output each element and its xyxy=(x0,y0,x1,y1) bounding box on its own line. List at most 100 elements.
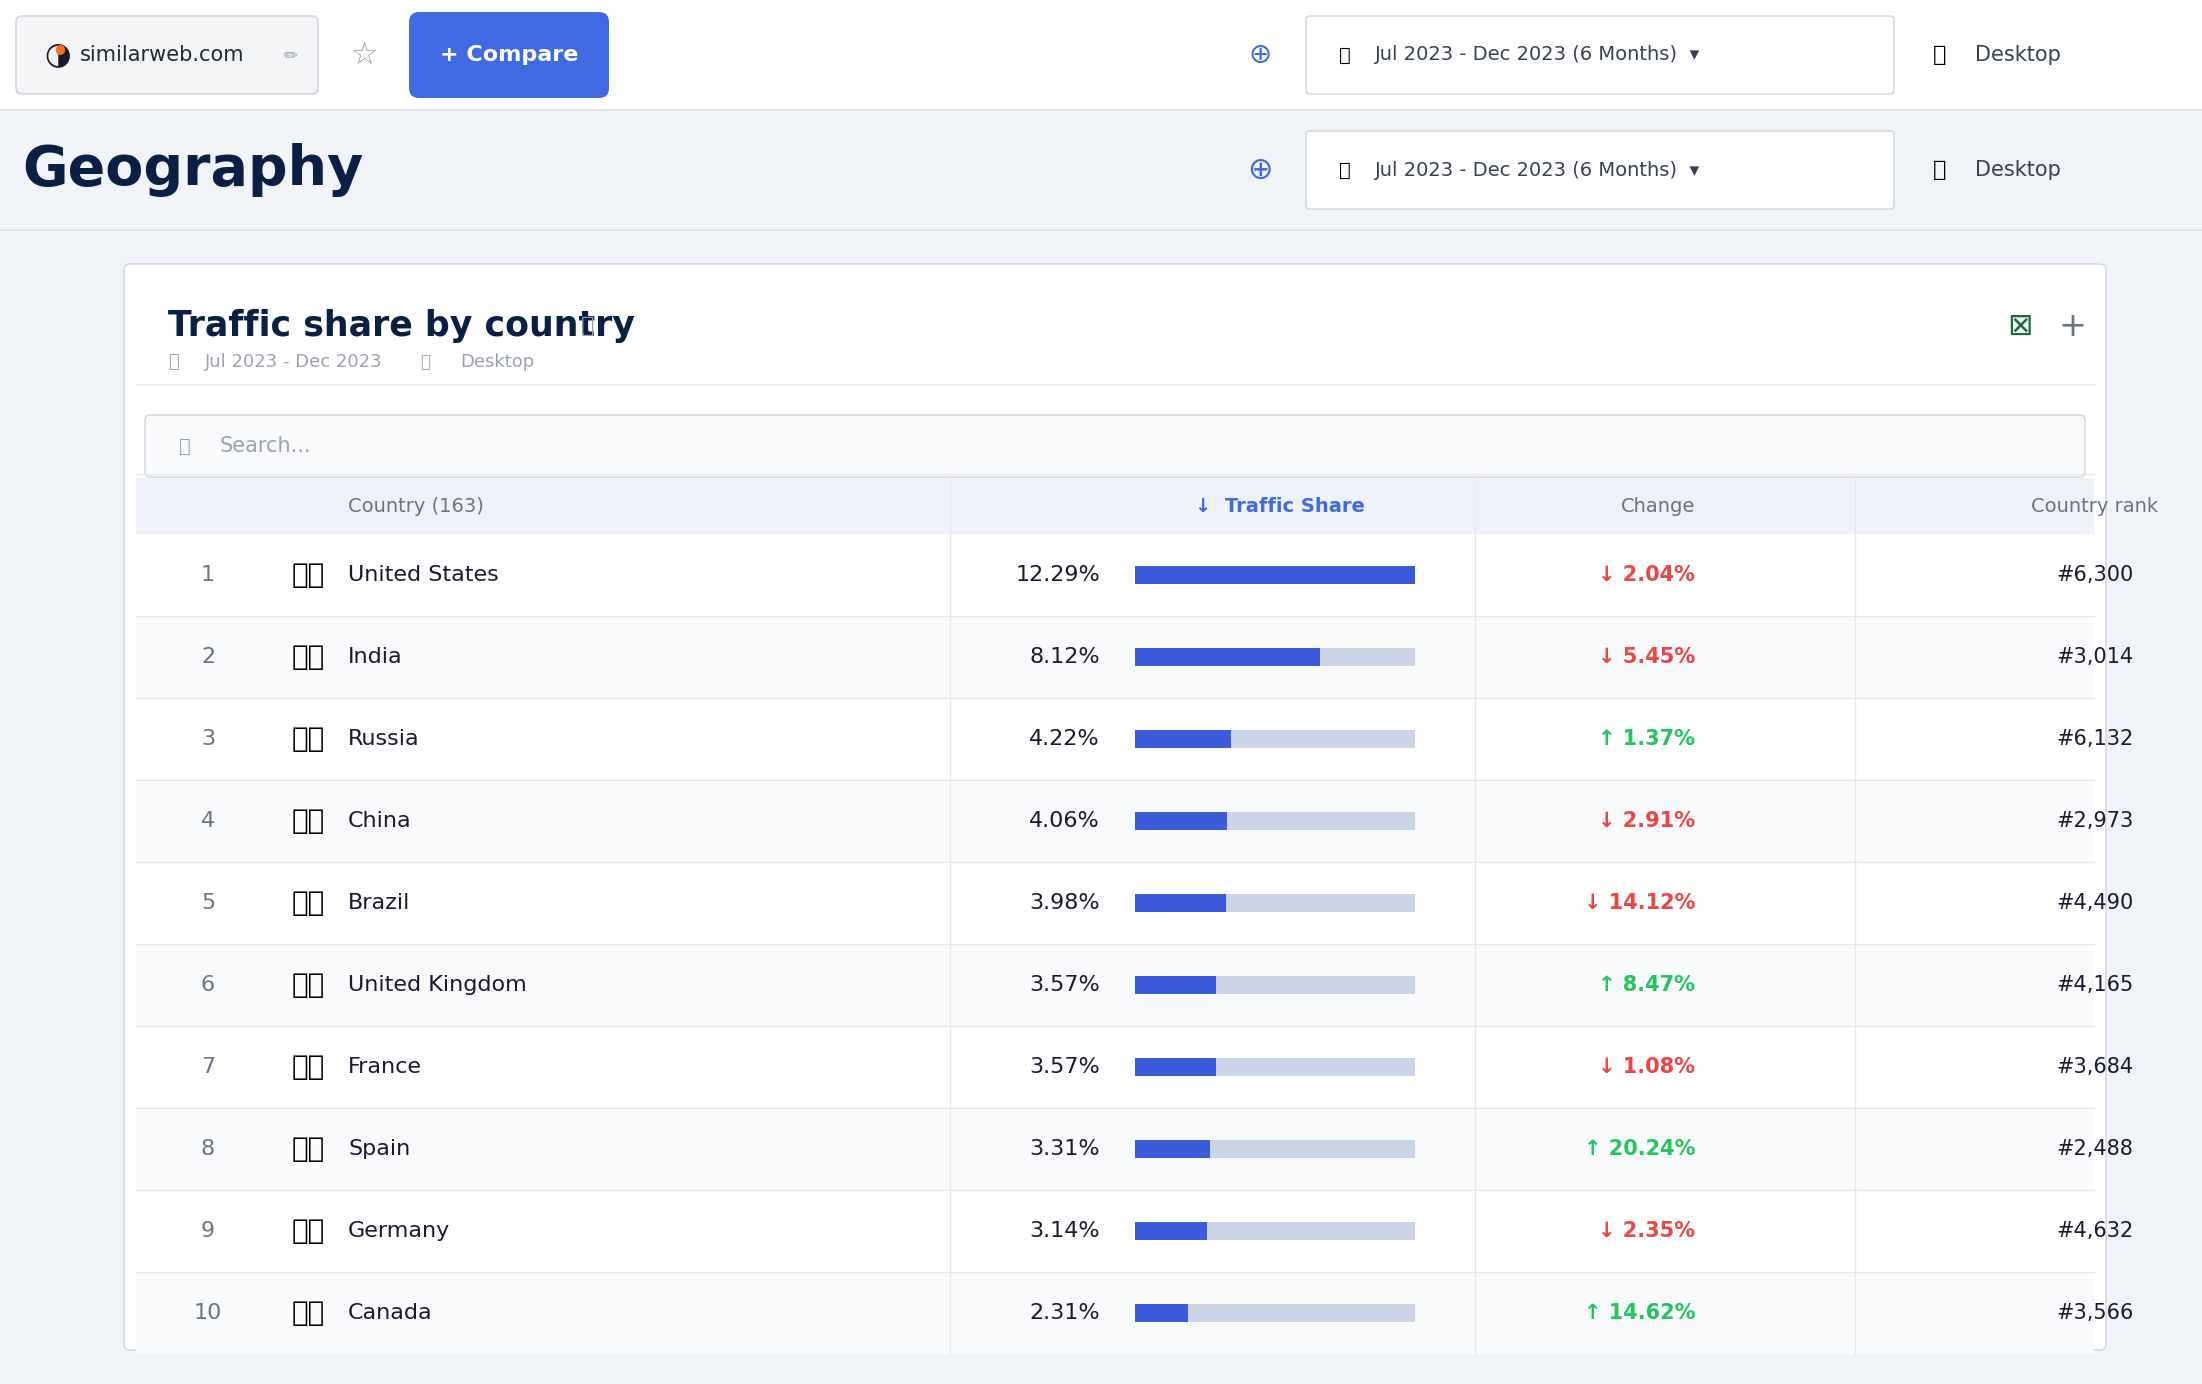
Bar xyxy=(1134,976,1416,994)
Bar xyxy=(1134,1057,1216,1075)
Bar xyxy=(137,477,2094,534)
Text: 5: 5 xyxy=(200,893,216,913)
Text: Canada: Canada xyxy=(348,1302,432,1323)
Text: 4: 4 xyxy=(200,811,216,830)
Text: Country (163): Country (163) xyxy=(348,497,484,515)
Text: ☆: ☆ xyxy=(350,40,379,69)
Text: United Kingdom: United Kingdom xyxy=(348,974,526,995)
Text: 🇫🇷: 🇫🇷 xyxy=(291,1053,324,1081)
Text: Search...: Search... xyxy=(220,436,310,455)
Bar xyxy=(137,862,2094,944)
Text: 🇷🇺: 🇷🇺 xyxy=(291,725,324,753)
Bar xyxy=(1134,1057,1416,1075)
Text: 2: 2 xyxy=(200,646,216,667)
Bar xyxy=(137,1272,2094,1354)
Text: 7: 7 xyxy=(200,1057,216,1077)
Bar xyxy=(1134,1140,1211,1158)
Text: ↓ 5.45%: ↓ 5.45% xyxy=(1599,646,1696,667)
Text: Desktop: Desktop xyxy=(1975,46,2061,65)
Text: 3.14%: 3.14% xyxy=(1028,1221,1101,1241)
Text: ⊕: ⊕ xyxy=(1246,155,1273,184)
Text: ↓ 14.12%: ↓ 14.12% xyxy=(1583,893,1696,913)
Text: ⓘ: ⓘ xyxy=(581,316,595,336)
Text: 3.57%: 3.57% xyxy=(1028,1057,1101,1077)
Text: #4,490: #4,490 xyxy=(2057,893,2134,913)
Text: 4.22%: 4.22% xyxy=(1028,729,1101,749)
Text: 8: 8 xyxy=(200,1139,216,1158)
Text: 🇬🇧: 🇬🇧 xyxy=(291,972,324,999)
Bar xyxy=(1134,812,1227,830)
Text: Traffic share by country: Traffic share by country xyxy=(167,309,634,343)
Text: ↑ 8.47%: ↑ 8.47% xyxy=(1599,974,1696,995)
Bar xyxy=(1134,1304,1416,1322)
FancyBboxPatch shape xyxy=(123,264,2105,1349)
Text: 🇨🇦: 🇨🇦 xyxy=(291,1300,324,1327)
Bar xyxy=(1134,1222,1416,1240)
Bar xyxy=(1134,976,1216,994)
Text: ↓ 2.35%: ↓ 2.35% xyxy=(1599,1221,1696,1241)
Text: 🖥: 🖥 xyxy=(421,353,429,371)
Text: China: China xyxy=(348,811,412,830)
FancyBboxPatch shape xyxy=(1306,131,1894,209)
Text: 🔍: 🔍 xyxy=(178,436,192,455)
Text: + Compare: + Compare xyxy=(440,46,579,65)
Text: 🇮🇳: 🇮🇳 xyxy=(291,644,324,671)
Text: ↑ 14.62%: ↑ 14.62% xyxy=(1583,1302,1696,1323)
Bar xyxy=(137,781,2094,862)
Text: ↓ 1.08%: ↓ 1.08% xyxy=(1599,1057,1696,1077)
Bar xyxy=(1134,812,1416,830)
Text: 2.31%: 2.31% xyxy=(1028,1302,1101,1323)
Bar xyxy=(1134,729,1416,747)
Text: Change: Change xyxy=(1621,497,1696,515)
Bar xyxy=(137,1190,2094,1272)
Text: 8.12%: 8.12% xyxy=(1028,646,1101,667)
Text: 6: 6 xyxy=(200,974,216,995)
Text: Jul 2023 - Dec 2023 (6 Months)  ▾: Jul 2023 - Dec 2023 (6 Months) ▾ xyxy=(1374,161,1700,180)
Bar xyxy=(0,0,2202,109)
Text: 4.06%: 4.06% xyxy=(1028,811,1101,830)
Text: India: India xyxy=(348,646,403,667)
Text: #6,300: #6,300 xyxy=(2057,565,2134,585)
Text: ↑ 20.24%: ↑ 20.24% xyxy=(1583,1139,1696,1158)
Text: 3.57%: 3.57% xyxy=(1028,974,1101,995)
FancyBboxPatch shape xyxy=(145,415,2085,477)
Bar xyxy=(1134,894,1227,912)
Text: 📅: 📅 xyxy=(1339,46,1350,65)
Bar xyxy=(1134,566,1416,584)
Text: #3,684: #3,684 xyxy=(2057,1057,2134,1077)
Text: United States: United States xyxy=(348,565,498,585)
Text: Russia: Russia xyxy=(348,729,421,749)
Bar xyxy=(137,1109,2094,1190)
Text: ↓ 2.04%: ↓ 2.04% xyxy=(1599,565,1696,585)
FancyBboxPatch shape xyxy=(1306,17,1894,94)
Bar xyxy=(1134,894,1416,912)
Text: 🇺🇸: 🇺🇸 xyxy=(291,561,324,590)
Text: 🖥: 🖥 xyxy=(1933,46,1947,65)
Text: Jul 2023 - Dec 2023: Jul 2023 - Dec 2023 xyxy=(205,353,383,371)
Bar xyxy=(137,534,2094,616)
Text: #6,132: #6,132 xyxy=(2057,729,2134,749)
Text: #4,632: #4,632 xyxy=(2057,1221,2134,1241)
Text: 🇨🇳: 🇨🇳 xyxy=(291,807,324,835)
FancyBboxPatch shape xyxy=(410,12,610,98)
Text: #4,165: #4,165 xyxy=(2057,974,2134,995)
Text: 📅: 📅 xyxy=(1339,161,1350,180)
Text: ↑ 1.37%: ↑ 1.37% xyxy=(1599,729,1696,749)
Text: 9: 9 xyxy=(200,1221,216,1241)
Text: ◑: ◑ xyxy=(44,40,70,69)
Text: #3,566: #3,566 xyxy=(2057,1302,2134,1323)
Text: #2,488: #2,488 xyxy=(2057,1139,2134,1158)
Text: France: France xyxy=(348,1057,423,1077)
Bar xyxy=(1134,648,1416,666)
Text: ●: ● xyxy=(55,43,66,55)
Text: similarweb.com: similarweb.com xyxy=(79,46,244,65)
Text: Spain: Spain xyxy=(348,1139,410,1158)
Bar xyxy=(137,1026,2094,1109)
Bar xyxy=(1134,1304,1187,1322)
Bar xyxy=(1134,729,1231,747)
Text: ⊠: ⊠ xyxy=(2008,311,2032,340)
Text: Brazil: Brazil xyxy=(348,893,410,913)
Text: Desktop: Desktop xyxy=(460,353,535,371)
Bar xyxy=(1134,566,1416,584)
Text: 3.98%: 3.98% xyxy=(1028,893,1101,913)
